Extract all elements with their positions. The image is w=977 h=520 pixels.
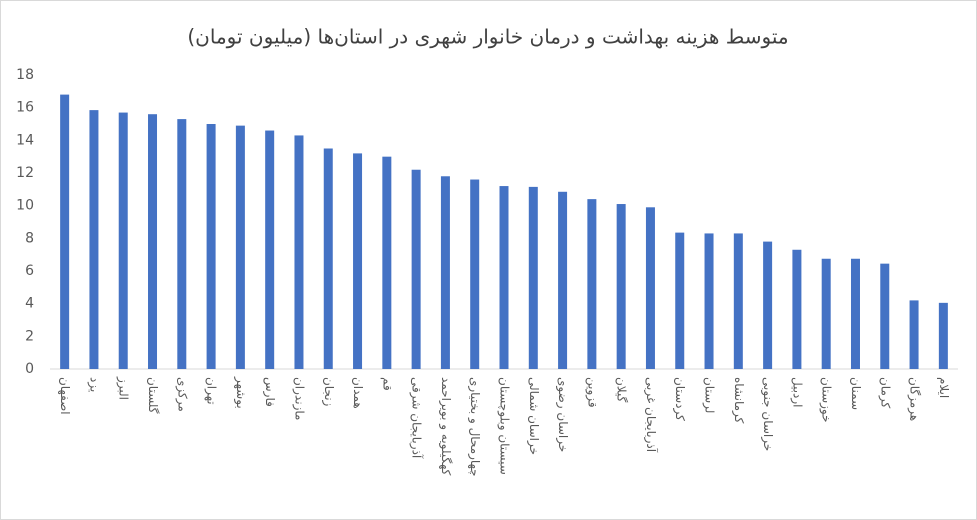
bar (118, 112, 128, 370)
x-tick-label: سمنان (849, 377, 863, 410)
bar (206, 124, 216, 369)
bar (177, 119, 187, 369)
bar (265, 130, 275, 369)
y-tick-label: 2 (25, 328, 34, 344)
x-tick-label: مرکزی (174, 377, 189, 412)
bar (792, 249, 802, 369)
bar (235, 125, 245, 369)
x-tick-label: آذربایجان شرقی (409, 377, 425, 459)
x-tick-label: بوشهر (233, 376, 248, 409)
x-tick-label: گلستان (146, 377, 160, 414)
x-tick-label: آذربایجان غربی (643, 377, 659, 453)
bar (323, 148, 333, 369)
x-tick-label: لرستان (702, 377, 717, 413)
y-tick-label: 8 (25, 230, 34, 246)
bar (909, 300, 919, 369)
x-tick-label: کردستان (672, 377, 687, 421)
y-tick-label: 12 (16, 165, 34, 181)
x-tick-label: تهران (204, 377, 219, 405)
x-tick-label: سیستان وبلوچستان (497, 377, 512, 475)
x-tick-label: خراسان رضوی (555, 377, 570, 452)
bar (353, 153, 363, 369)
x-tick-label: خوزستان (819, 377, 834, 423)
x-tick-label: کهگیلویه و بویراحمد (438, 377, 453, 476)
y-tick-label: 16 (16, 100, 34, 116)
bar (733, 233, 743, 369)
x-tick-label: همدان (351, 377, 365, 409)
y-tick-label: 14 (16, 132, 34, 148)
y-tick-label: 0 (25, 361, 34, 377)
x-tick-label: خراسان جنوبی (760, 377, 775, 451)
bar (411, 169, 421, 369)
y-tick-label: 10 (16, 198, 34, 214)
y-tick-label: 6 (25, 263, 34, 279)
x-tick-label: زنجان (321, 377, 336, 407)
bar (763, 241, 773, 369)
bar (821, 258, 831, 369)
x-tick-label: یزد (86, 377, 101, 392)
bar (558, 191, 568, 369)
bar (645, 207, 655, 369)
bar (616, 204, 626, 369)
x-tick-label: کرمانشاه (731, 377, 746, 424)
bar (294, 135, 304, 369)
x-tick-label: قم (380, 377, 394, 391)
bar (704, 233, 714, 369)
x-tick-label: مازندران (291, 377, 306, 420)
x-tick-label: البرز (116, 376, 131, 400)
bar (528, 186, 538, 369)
bar (148, 114, 158, 369)
y-tick-label: 18 (16, 67, 34, 83)
bar (89, 110, 99, 369)
x-tick-label: گیلان (615, 377, 629, 403)
y-tick-label: 4 (25, 296, 34, 312)
bar (850, 258, 860, 369)
bar (60, 94, 70, 369)
bar (880, 263, 890, 369)
bar (675, 232, 685, 369)
bar (938, 302, 948, 369)
x-tick-label: اصفهان (58, 377, 72, 415)
x-tick-label: فارس (262, 377, 277, 407)
x-tick-label: اردبیل (789, 377, 804, 408)
x-tick-label: خراسان شمالی (526, 377, 541, 455)
x-tick-label: کرمان (877, 377, 892, 409)
x-tick-label: ایلام (937, 377, 951, 398)
x-tick-label: قزوین (584, 377, 599, 408)
bar (470, 179, 480, 369)
bar (587, 199, 597, 369)
bar (440, 176, 450, 369)
chart-title: متوسط هزینه بهداشت و درمان خانوار شهری د… (187, 25, 788, 49)
bar (499, 186, 509, 369)
bar (382, 156, 392, 369)
x-tick-label: چهارمحال و بختیاری (467, 377, 482, 477)
x-tick-label: هرمزگان (907, 377, 922, 421)
